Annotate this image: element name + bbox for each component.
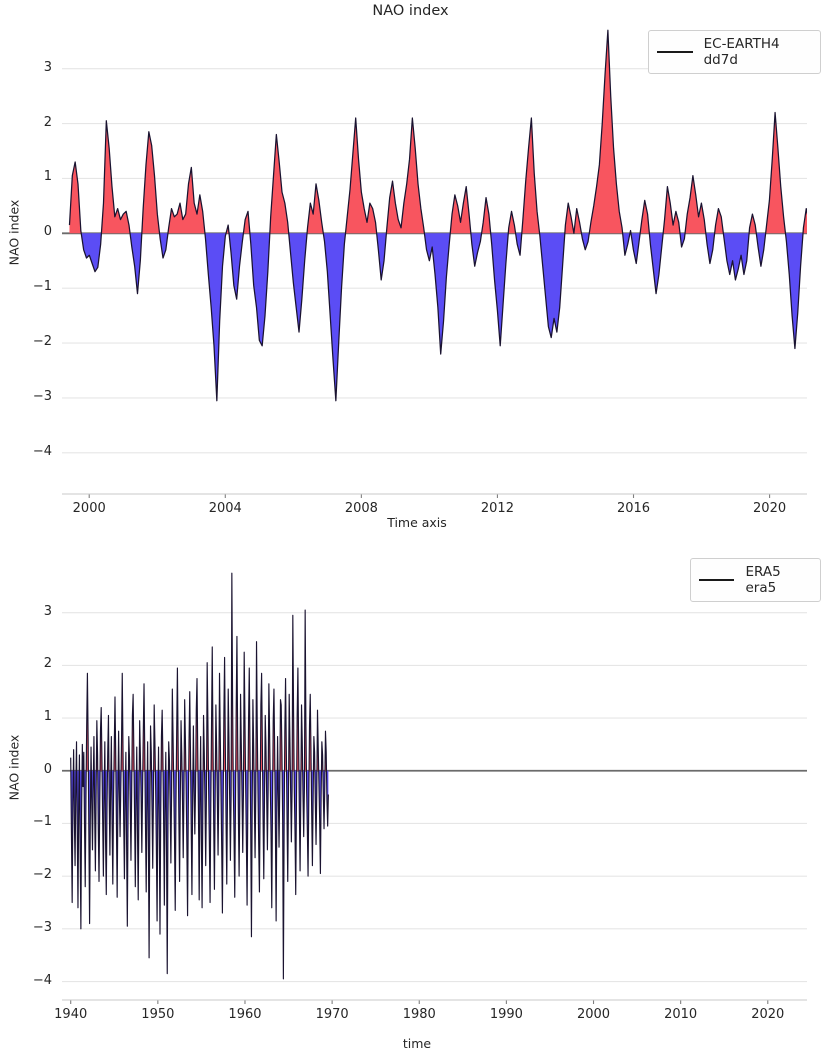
x-tick-label: 2020 — [751, 1007, 785, 1022]
x-tick-label: 1960 — [228, 1007, 262, 1022]
y-tick-label: −1 — [32, 279, 52, 295]
y-tick-label: 3 — [43, 59, 52, 75]
y-tick-label: 3 — [43, 603, 52, 619]
legend-line-swatch-bottom — [699, 579, 735, 581]
legend-bottom: ERA5 era5 — [690, 558, 821, 602]
x-axis-label-bottom: time — [402, 1036, 432, 1051]
y-tick-label: −1 — [32, 814, 52, 830]
x-tick-label: 2004 — [208, 501, 242, 516]
y-tick-label: −4 — [32, 972, 52, 988]
y-tick-label: −2 — [32, 334, 52, 350]
chart-panel-bottom — [62, 560, 807, 1004]
y-tick-label: −3 — [32, 388, 52, 404]
y-tick-label: −4 — [32, 443, 52, 459]
x-tick-label: 2008 — [344, 501, 378, 516]
x-tick-label: 2012 — [480, 501, 514, 516]
x-tick-label: 2000 — [576, 1007, 611, 1022]
y-tick-label: 2 — [43, 114, 52, 130]
x-tick-label: 2020 — [753, 501, 787, 516]
chart-canvas-bottom — [62, 572, 807, 1004]
chart-canvas-top — [62, 29, 807, 498]
y-tick-label: 0 — [43, 224, 52, 240]
x-tick-label: 1980 — [402, 1007, 436, 1022]
x-tick-label: 1940 — [54, 1007, 88, 1022]
x-tick-label: 2010 — [664, 1007, 698, 1022]
y-tick-label: 2 — [43, 656, 52, 672]
series-line — [68, 29, 807, 402]
y-tick-label: 1 — [43, 169, 52, 185]
y-tick-label: −3 — [32, 919, 52, 935]
x-tick-label: 2016 — [616, 501, 651, 516]
legend-top: EC-EARTH4 dd7d — [648, 30, 821, 74]
page-title: NAO index — [372, 3, 449, 19]
y-tick-label: 1 — [43, 709, 52, 725]
y-tick-label: −2 — [32, 867, 52, 883]
chart-panel-top — [62, 22, 807, 498]
series-line — [70, 572, 329, 980]
legend-label-bottom: ERA5 era5 — [745, 564, 781, 596]
legend-label-top: EC-EARTH4 dd7d — [703, 36, 780, 68]
x-axis-label-top: Time axis — [387, 515, 447, 530]
x-tick-label: 1970 — [315, 1007, 349, 1022]
x-tick-label: 1990 — [489, 1007, 523, 1022]
y-tick-label: 0 — [43, 761, 52, 777]
x-tick-label: 1950 — [141, 1007, 175, 1022]
legend-line-swatch-top — [657, 51, 693, 53]
x-tick-label: 2000 — [72, 501, 106, 516]
negative-area-fill — [81, 233, 804, 401]
